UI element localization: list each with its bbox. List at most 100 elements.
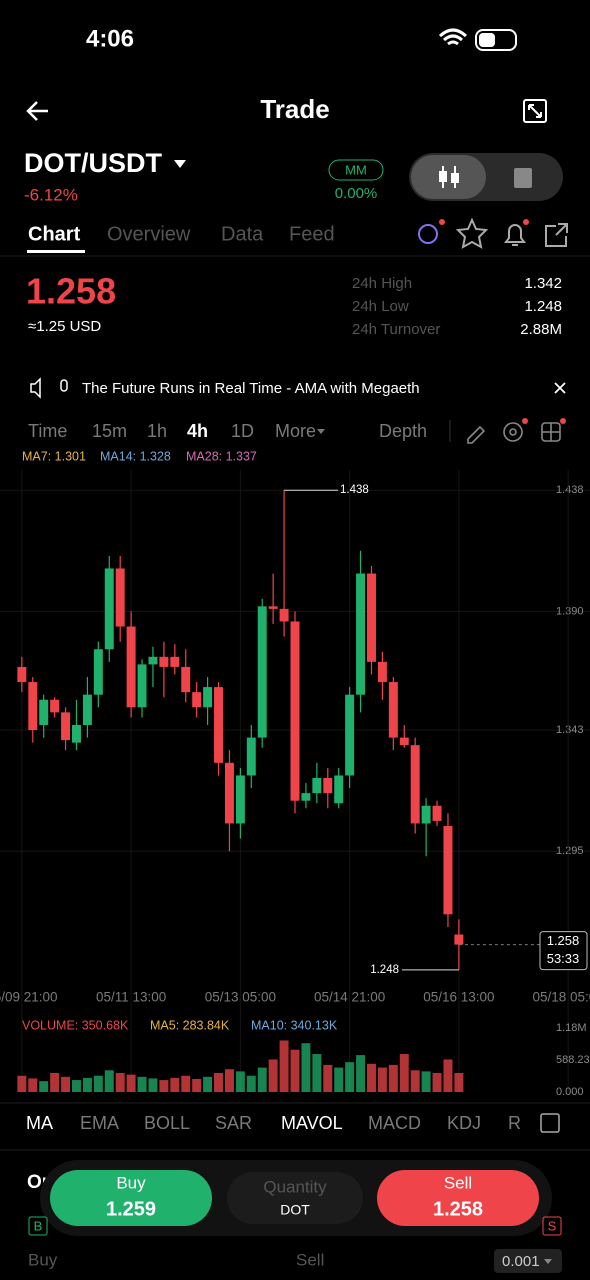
timeframe-tab[interactable]: 4h [187,421,208,441]
candle-body [50,699,60,713]
draw-tool[interactable] [467,425,486,444]
volume-tick-label: 0.000 [556,1086,584,1098]
volume-bar [72,1080,81,1092]
indicator-tab[interactable]: R [508,1113,521,1133]
favorite-button[interactable] [455,217,489,249]
y-tick-label: 1.343 [556,724,584,736]
candle-body [93,649,103,695]
last-price-label: 1.258 [547,933,580,948]
ai-icon[interactable] [418,224,438,244]
volume-bar [159,1080,169,1092]
x-tick-label: 05/16 13:00 [423,990,494,1005]
countdown-label: 53:33 [547,951,580,966]
volume-bar [279,1040,289,1092]
fullscreen-button[interactable] [523,99,547,123]
volume-bar [410,1070,420,1092]
wifi-icon [438,28,468,46]
stat-label: 24h Turnover [352,321,440,338]
pair-symbol[interactable]: DOT/USDT [24,148,163,178]
candle-body [224,762,234,824]
candle-body [432,805,442,821]
volume-bar [235,1071,245,1092]
volume-bar [148,1078,158,1092]
footer-buy: Buy [28,1250,58,1269]
candle-body [334,775,344,804]
tab[interactable]: Overview [107,223,191,245]
candle-body [323,777,333,794]
page-title: Trade [260,94,329,124]
timeframe-tab[interactable]: Time [28,421,67,441]
quantity-input[interactable] [227,1172,363,1224]
candle-body [443,825,453,915]
tab-underline [27,250,85,253]
candle-body [115,568,125,627]
candle-body [17,666,27,683]
timeframe-tab[interactable]: 1D [231,421,254,441]
indicator-tab[interactable]: MACD [368,1113,421,1133]
stat-value: 1.248 [524,298,562,315]
usd-price: ≈1.25 USD [28,318,101,335]
volume-bar [432,1073,442,1092]
chart-view-button[interactable] [411,155,486,199]
banner-close[interactable] [554,382,566,394]
buy-button[interactable] [50,1170,212,1226]
sell-label: Sell [444,1173,472,1192]
volume-bar [345,1062,355,1092]
tab[interactable]: Feed [289,223,335,245]
volume-bar [454,1072,464,1092]
candle-body [301,793,311,801]
pair-change: -6.12% [24,185,78,204]
battery-icon [475,29,517,51]
status-time: 4:06 [86,25,134,52]
indicator-tab[interactable]: BOLL [144,1113,190,1133]
volume-legend: VOLUME: 350.68K [22,1018,129,1032]
volume-bar [39,1081,49,1092]
x-tick-label: 05/13 05:00 [205,990,276,1005]
back-button[interactable] [26,101,48,121]
share-button[interactable] [545,223,568,247]
indicator-tab[interactable]: SAR [215,1113,252,1133]
depth-tab[interactable]: Depth [379,421,427,441]
indicator-tab[interactable]: MAVOL [281,1113,343,1133]
candle-body [410,745,420,824]
volume-bar [28,1078,38,1092]
mm-label: MM [345,162,367,177]
timeframe-tab[interactable]: More [275,421,316,441]
candle-body [126,626,136,708]
sell-button[interactable] [377,1170,539,1226]
candle-body [279,608,289,622]
indicator-tab[interactable]: KDJ [447,1113,481,1133]
candle-body [137,664,147,708]
step-value: 0.001 [502,1253,540,1270]
candle-body [148,656,158,665]
volume-bar [246,1075,256,1092]
candle-body [192,692,202,708]
alert-button[interactable] [504,224,526,246]
quantity-label: Quantity [263,1177,327,1196]
indicator-expand[interactable] [540,1113,560,1133]
tab[interactable]: Data [221,223,264,245]
indicator-tab[interactable]: MA [26,1113,53,1133]
indicator-tab[interactable]: EMA [80,1113,119,1133]
volume-bar [82,1077,92,1092]
timeframe-tab[interactable]: 1h [147,421,167,441]
timeframe-tab[interactable]: 15m [92,421,127,441]
candle-body [214,687,223,763]
sell-badge-box [542,1216,562,1236]
orderbook-view-button[interactable] [514,168,532,188]
stat-value: 1.342 [524,275,562,292]
candle-body [268,606,278,609]
indicator-settings[interactable] [503,422,523,442]
high-marker-label: 1.438 [340,484,369,496]
step-select[interactable] [494,1249,562,1273]
pair-dropdown[interactable] [174,160,186,168]
volume-bar [268,1059,278,1092]
volume-tick-label: 1.18M [556,1022,587,1034]
stat-label: 24h Low [352,298,409,315]
ma7-legend: MA7: 1.301 [22,449,86,463]
tab[interactable]: Chart [28,223,81,245]
mm-badge [328,159,384,181]
candle-body [235,775,245,824]
banner-text[interactable]: The Future Runs in Real Time - AMA with … [82,380,420,397]
